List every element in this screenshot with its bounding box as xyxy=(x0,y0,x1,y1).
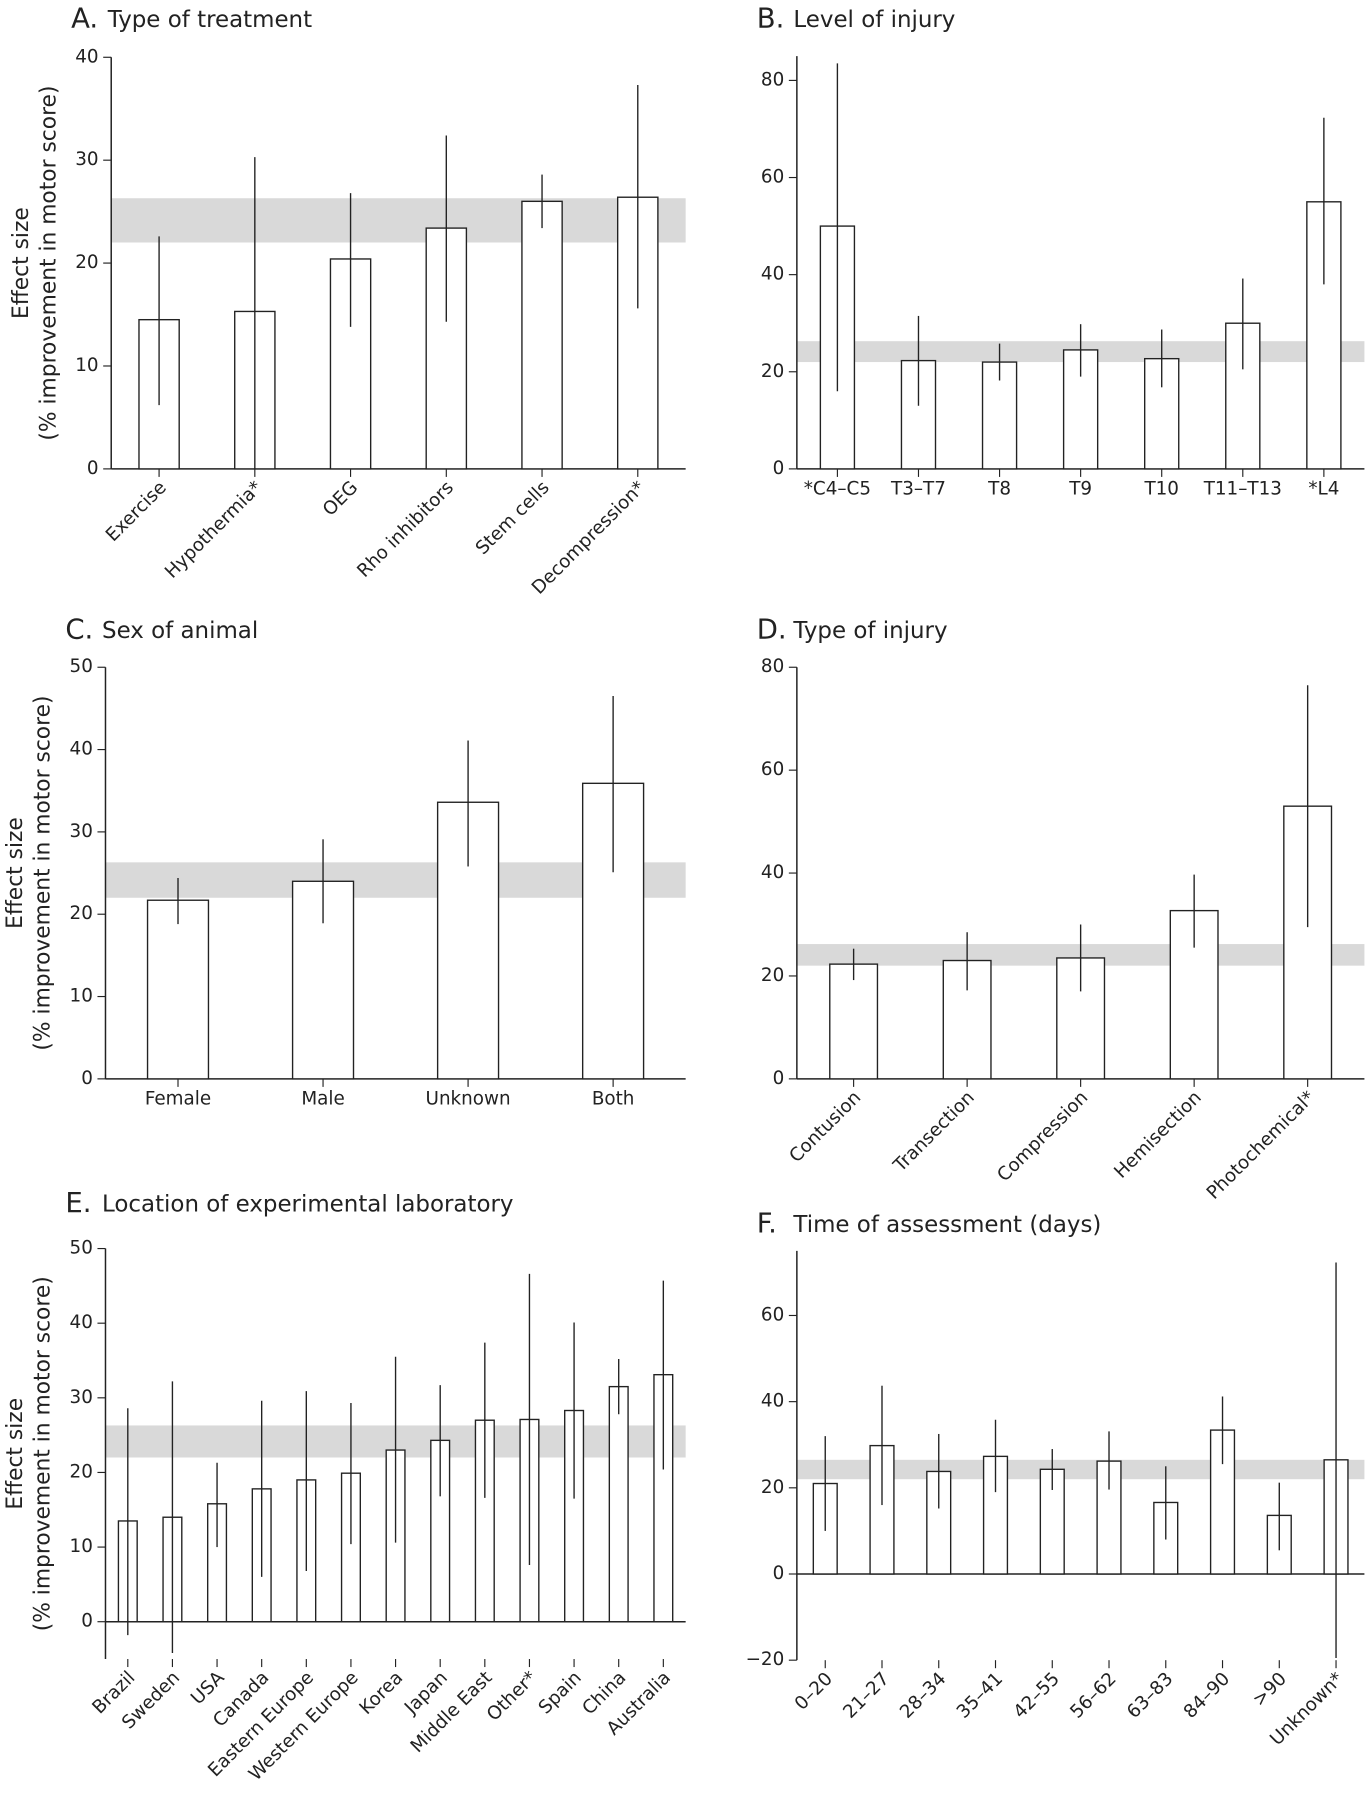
y-tick-label: 20 xyxy=(70,903,93,924)
x-tick-label: *C4–C5 xyxy=(804,479,871,500)
x-tick-label: T10 xyxy=(1143,479,1179,500)
x-tick-label: T11–T13 xyxy=(1203,479,1282,500)
panel-title: Time of assessment (days) xyxy=(792,1212,1101,1238)
x-tick-label: Both xyxy=(592,1089,635,1110)
x-tick-label: >90 xyxy=(1249,1668,1291,1710)
panel-title: Sex of animal xyxy=(102,618,258,644)
y-tick-label: 50 xyxy=(70,1238,93,1259)
y-tick-label: 30 xyxy=(75,149,98,170)
y-tick-label: 40 xyxy=(70,739,93,760)
y-tick-label: 20 xyxy=(70,1461,93,1482)
y-tick-label: 10 xyxy=(70,986,93,1007)
y-tick-label: 20 xyxy=(75,252,98,273)
x-tick-label: Compression xyxy=(993,1087,1092,1186)
y-tick-label: 80 xyxy=(761,656,784,677)
y-tick-label: 40 xyxy=(70,1312,93,1333)
x-tick-label: Photochemical* xyxy=(1203,1087,1320,1204)
x-tick-label: Male xyxy=(301,1089,344,1110)
x-tick-label: Korea xyxy=(356,1667,408,1719)
x-tick-label: OEG xyxy=(319,477,362,520)
x-tick-label: Unknown xyxy=(426,1089,511,1110)
x-tick-label: 56–62 xyxy=(1066,1668,1120,1722)
panel-label: A. xyxy=(71,2,98,34)
x-tick-label: *L4 xyxy=(1308,479,1339,500)
panel-title: Location of experimental laboratory xyxy=(102,1191,513,1217)
x-tick-label: 28–34 xyxy=(896,1668,950,1722)
x-tick-label: 84–90 xyxy=(1180,1668,1234,1722)
bar xyxy=(608,1385,629,1623)
panel-label: C. xyxy=(65,614,93,646)
y-tick-label: 0 xyxy=(81,1068,93,1089)
x-tick-label: 63–83 xyxy=(1123,1668,1177,1722)
y-tick-label: 40 xyxy=(761,862,784,883)
y-tick-label: 10 xyxy=(70,1536,93,1557)
bar xyxy=(146,899,210,1080)
y-tick-label: 50 xyxy=(70,656,93,677)
x-tick-label: Female xyxy=(145,1089,211,1110)
y-tick-label: 0 xyxy=(81,1611,93,1632)
x-tick-label: 42–55 xyxy=(1010,1668,1064,1722)
x-tick-label: Rho inhibitors xyxy=(353,477,458,582)
x-tick-label: T3–T7 xyxy=(890,479,946,500)
y-axis-title: Effect size xyxy=(3,1398,28,1510)
x-tick-label: T9 xyxy=(1068,479,1092,500)
y-axis-title: (% improvement in motor score) xyxy=(31,1276,56,1631)
y-axis-title: (% improvement in motor score) xyxy=(31,696,56,1051)
panel-label: D. xyxy=(757,614,787,646)
y-tick-label: 60 xyxy=(761,759,784,780)
x-tick-label: Exercise xyxy=(102,477,171,546)
panel-title: Type of treatment xyxy=(107,7,312,33)
x-tick-label: T8 xyxy=(987,479,1011,500)
y-tick-label: 40 xyxy=(761,264,784,285)
x-tick-label: Transection xyxy=(889,1087,979,1177)
y-tick-label: 20 xyxy=(761,361,784,382)
bar xyxy=(521,200,563,470)
panel-title: Type of injury xyxy=(792,618,947,644)
x-tick-label: Spain xyxy=(535,1667,586,1718)
x-tick-label: 0–20 xyxy=(791,1668,837,1714)
y-axis-title: Effect size xyxy=(3,817,28,929)
y-tick-label: 60 xyxy=(761,167,784,188)
x-tick-label: 35–41 xyxy=(953,1668,1007,1722)
x-tick-label: Hemisection xyxy=(1110,1087,1205,1182)
y-tick-label: 0 xyxy=(773,1563,785,1584)
y-tick-label: −20 xyxy=(746,1649,785,1670)
y-axis-title: Effect size xyxy=(9,207,34,319)
y-tick-label: 30 xyxy=(70,821,93,842)
panel-title: Level of injury xyxy=(793,7,955,33)
y-tick-label: 10 xyxy=(75,355,98,376)
x-tick-label: Other* xyxy=(483,1667,541,1725)
y-tick-label: 40 xyxy=(761,1391,784,1412)
x-tick-label: Contusion xyxy=(785,1087,865,1167)
y-tick-label: 80 xyxy=(761,69,784,90)
y-tick-label: 20 xyxy=(761,965,784,986)
y-tick-label: 0 xyxy=(773,1068,785,1089)
y-tick-label: 20 xyxy=(761,1477,784,1498)
y-tick-label: 0 xyxy=(87,458,99,479)
panel-label: E. xyxy=(65,1187,91,1219)
panel-label: F. xyxy=(757,1207,777,1239)
y-tick-label: 30 xyxy=(70,1387,93,1408)
y-tick-label: 0 xyxy=(773,458,785,479)
x-tick-label: Stem cells xyxy=(472,477,554,559)
panel-label: B. xyxy=(757,2,785,34)
y-tick-label: 60 xyxy=(761,1304,784,1325)
y-tick-label: 40 xyxy=(75,46,98,67)
pooled-band xyxy=(111,198,686,243)
x-tick-label: 21–27 xyxy=(839,1668,893,1722)
bar xyxy=(829,963,879,1080)
x-tick-label: Hypothermia* xyxy=(161,477,266,582)
y-axis-title: (% improvement in motor score) xyxy=(36,86,61,441)
